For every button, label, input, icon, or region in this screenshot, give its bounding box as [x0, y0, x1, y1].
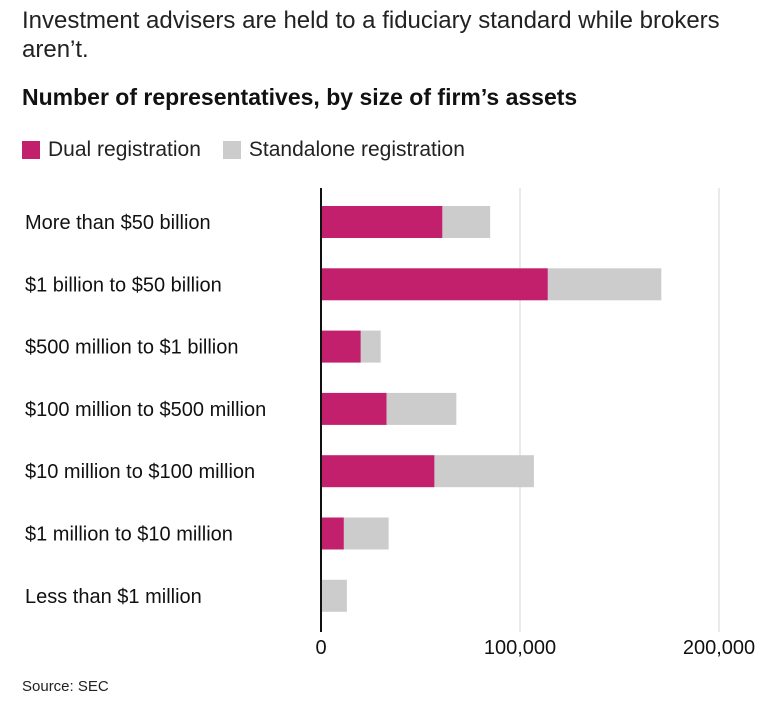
- chart-subtitle: Investment advisers are held to a fiduci…: [22, 7, 720, 63]
- bar-standalone-4: [434, 455, 534, 488]
- x-tick-label-0: 0: [315, 637, 326, 659]
- source-note: Source: SEC: [22, 678, 109, 695]
- bar-standalone-3: [386, 392, 457, 425]
- category-label-2: $500 million to $1 billion: [25, 337, 238, 359]
- x-tick-label-1: 100,000: [484, 637, 556, 659]
- category-label-1: $1 billion to $50 billion: [25, 274, 222, 296]
- legend-item-dual: Dual registration: [22, 138, 201, 162]
- bar-standalone-5: [343, 517, 389, 550]
- bar-standalone-1: [547, 268, 662, 301]
- chart-title: Number of representatives, by size of fi…: [22, 84, 578, 110]
- bar-standalone-0: [442, 206, 491, 238]
- category-label-5: $1 million to $10 million: [25, 524, 233, 546]
- legend-swatch-standalone: [222, 141, 241, 159]
- legend-swatch-dual: [22, 141, 40, 159]
- bar-dual-5: [321, 517, 344, 550]
- bar-dual-2: [321, 330, 361, 363]
- bar-dual-1: [321, 268, 548, 301]
- bar-standalone-6: [321, 579, 347, 612]
- category-label-6: Less than $1 million: [25, 586, 202, 608]
- category-label-0: More than $50 billion: [25, 212, 211, 234]
- x-tick-label-2: 200,000: [683, 637, 755, 659]
- bar-dual-3: [321, 392, 387, 425]
- bar-dual-0: [321, 206, 443, 238]
- category-label-4: $10 million to $100 million: [25, 461, 255, 483]
- legend-label-dual: Dual registration: [48, 138, 201, 161]
- bar-dual-4: [321, 455, 435, 488]
- legend: Dual registration Standalone registratio…: [22, 138, 487, 162]
- category-label-3: $100 million to $500 million: [25, 399, 266, 421]
- bar-standalone-2: [360, 330, 381, 363]
- legend-item-standalone: Standalone registration: [222, 138, 465, 162]
- legend-label-standalone: Standalone registration: [248, 138, 465, 161]
